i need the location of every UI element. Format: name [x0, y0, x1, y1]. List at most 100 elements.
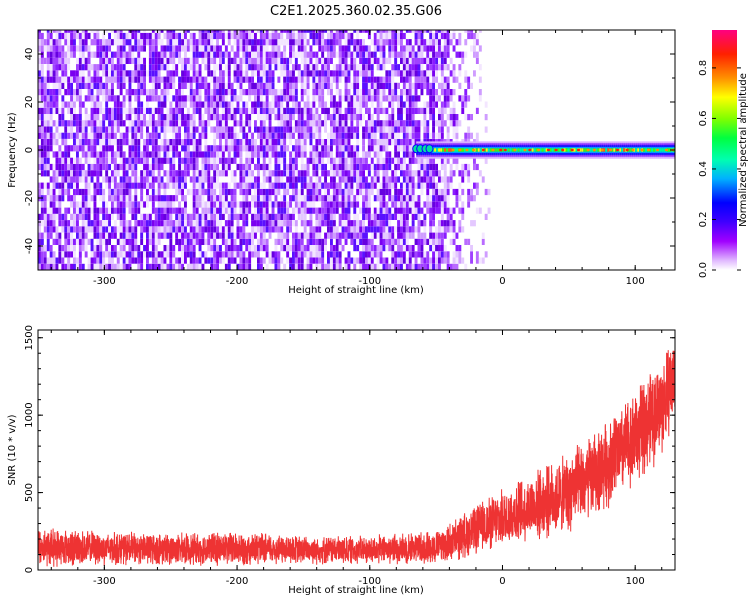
heatmap-cell: [365, 207, 368, 214]
heatmap-cell: [251, 220, 254, 227]
heatmap-cell: [204, 30, 208, 33]
heatmap-cell: [330, 30, 333, 33]
heatmap-cell: [265, 107, 269, 114]
heatmap-cell: [134, 89, 138, 96]
heatmap-cell: [70, 195, 73, 202]
heatmap-cell: [452, 188, 456, 196]
heatmap-cell: [116, 201, 120, 208]
heatmap-cell: [426, 107, 430, 114]
heatmap-cell: [195, 76, 199, 83]
heatmap-cell: [204, 238, 208, 245]
heatmap-cell: [429, 220, 433, 227]
heatmap-cell: [475, 107, 479, 114]
heatmap-cell: [470, 132, 473, 139]
heatmap-cell: [137, 220, 141, 227]
heatmap-cell: [338, 176, 342, 183]
heatmap-cell: [362, 245, 365, 252]
heatmap-cell: [175, 114, 179, 121]
heatmap-cell: [227, 207, 231, 214]
heatmap-cell: [189, 188, 193, 196]
heatmap-cell: [449, 120, 453, 127]
heatmap-cell: [438, 148, 441, 152]
heatmap-cell: [227, 64, 231, 71]
heatmap-cell: [300, 157, 304, 164]
heatmap-cell: [259, 120, 263, 127]
heatmap-cell: [321, 145, 325, 152]
heatmap-cell: [335, 126, 339, 133]
heatmap-cell: [105, 139, 109, 146]
heatmap-cell: [213, 30, 217, 33]
heatmap-cell: [90, 195, 94, 202]
heatmap-cell: [306, 170, 310, 177]
heatmap-cell: [96, 263, 100, 270]
heatmap-cell: [216, 101, 219, 108]
heatmap-cell: [128, 201, 132, 208]
heatmap-cell: [321, 82, 325, 89]
heatmap-cell: [487, 188, 491, 196]
heatmap-cell: [116, 170, 120, 177]
heatmap-cell: [327, 170, 330, 177]
heatmap-cell: [157, 132, 161, 139]
heatmap-cell: [283, 182, 287, 189]
heatmap-cell: [160, 95, 164, 102]
heatmap-cell: [96, 257, 100, 264]
heatmap-cell: [49, 32, 53, 40]
heatmap-cell: [113, 51, 117, 58]
heatmap-cell: [379, 201, 383, 208]
heatmap-cell: [137, 207, 141, 214]
heatmap-cell: [458, 51, 462, 58]
heatmap-cell: [324, 70, 327, 77]
heatmap-cell: [353, 151, 357, 158]
heatmap-cell: [213, 232, 217, 239]
heatmap-cell: [46, 32, 50, 40]
heatmap-cell: [204, 57, 208, 64]
heatmap-cell: [172, 76, 176, 83]
heatmap-cell: [423, 213, 427, 220]
heatmap-cell: [233, 182, 237, 189]
heatmap-cell: [356, 238, 360, 245]
heatmap-cell: [134, 76, 138, 83]
heatmap-cell: [122, 263, 126, 270]
heatmap-cell: [283, 64, 287, 71]
heatmap-cell: [309, 64, 313, 71]
heatmap-cell: [143, 32, 146, 40]
heatmap-cell: [338, 51, 342, 58]
heatmap-cell: [140, 176, 144, 183]
heatmap-cell: [362, 251, 365, 258]
heatmap-cell: [315, 238, 319, 245]
heatmap-cell: [76, 114, 79, 121]
heatmap-cell: [58, 151, 62, 158]
heatmap-cell: [402, 157, 406, 164]
heatmap-cell: [90, 226, 94, 233]
heatmap-cell: [52, 70, 56, 77]
heatmap-cell: [432, 57, 435, 64]
heatmap-cell: [128, 226, 132, 233]
heatmap-cell: [166, 107, 170, 114]
heatmap-cell: [73, 114, 76, 121]
heatmap-cell: [400, 145, 403, 152]
heatmap-cell: [391, 176, 395, 183]
heatmap-cell: [81, 176, 85, 183]
heatmap-cell: [239, 30, 243, 33]
heatmap-cell: [96, 95, 100, 102]
heatmap-cell: [67, 30, 71, 33]
heatmap-cell: [221, 39, 225, 46]
heatmap-cell: [227, 82, 231, 89]
heatmap-cell: [449, 39, 453, 46]
heatmap-cell: [154, 70, 158, 77]
heatmap-cell: [195, 70, 199, 77]
heatmap-cell: [297, 39, 301, 46]
heatmap-cell: [52, 195, 56, 202]
heatmap-cell: [405, 45, 409, 52]
heatmap-cell: [251, 176, 254, 183]
heatmap-cell: [93, 139, 97, 146]
heatmap-cell: [402, 257, 406, 264]
heatmap-cell: [248, 82, 252, 89]
heatmap-cell: [455, 232, 459, 239]
heatmap-cell: [365, 70, 368, 77]
heatmap-cell: [40, 132, 44, 139]
heatmap-cell: [38, 45, 41, 52]
heatmap-cell: [137, 201, 141, 208]
heatmap-cell: [353, 82, 357, 89]
heatmap-cell: [46, 70, 50, 77]
